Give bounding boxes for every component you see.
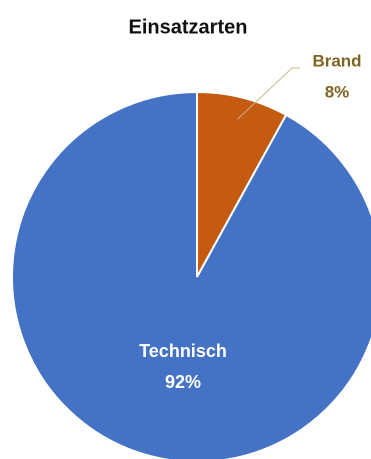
- data-label-name: Technisch: [139, 341, 227, 361]
- data-label-name: Brand: [312, 51, 361, 70]
- data-label-value: 8%: [325, 82, 350, 101]
- pie-slice: [11, 90, 371, 459]
- data-label-value: 92%: [165, 372, 201, 392]
- pie-slice: [196, 90, 288, 278]
- leader-line: [237, 67, 300, 120]
- chart-title: Einsatzarten: [129, 16, 248, 38]
